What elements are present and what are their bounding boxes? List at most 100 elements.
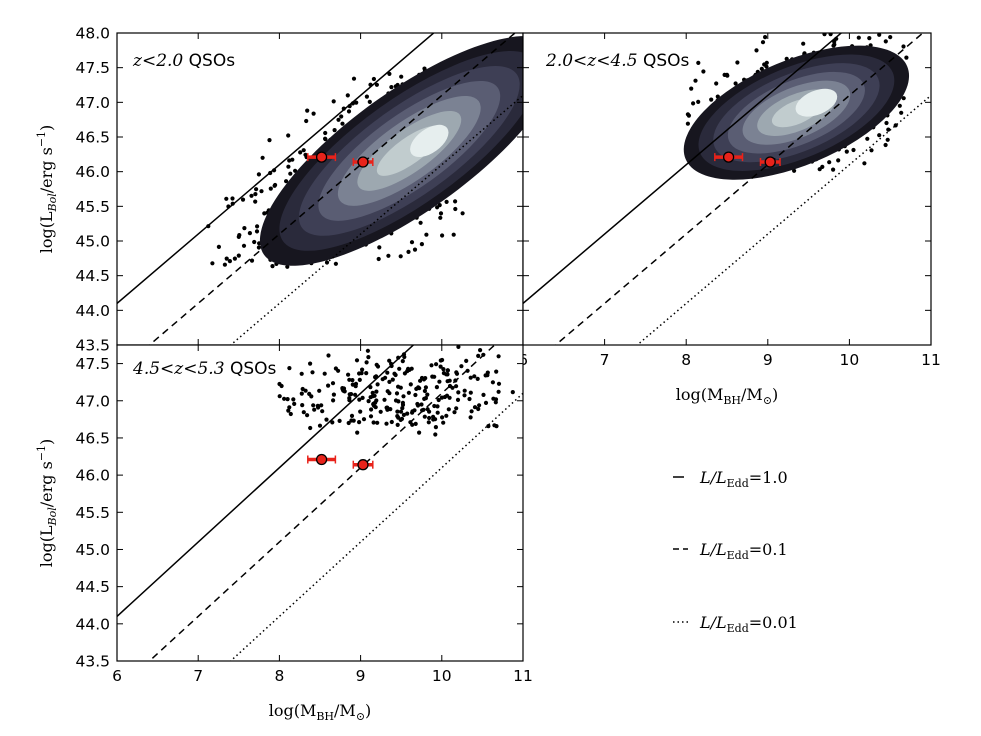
data-point <box>354 358 360 363</box>
data-point <box>312 407 317 412</box>
data-point <box>326 383 331 388</box>
data-point <box>326 353 331 358</box>
highlight-marker <box>315 453 328 466</box>
data-point <box>375 364 381 369</box>
data-point <box>382 397 387 402</box>
data-point <box>468 375 473 380</box>
plot-frame <box>522 32 932 346</box>
data-point <box>462 388 467 393</box>
data-point <box>287 405 292 410</box>
data-point <box>367 99 372 104</box>
data-point <box>357 371 362 376</box>
data-point <box>330 381 336 386</box>
highlight-marker <box>315 151 328 163</box>
eddington-line-solid <box>117 345 415 617</box>
data-point <box>460 211 465 216</box>
data-point <box>333 261 338 266</box>
data-point <box>764 60 769 65</box>
data-point <box>901 96 906 101</box>
data-point <box>360 395 365 400</box>
data-point <box>303 388 308 393</box>
highlight-point-0 <box>714 151 744 163</box>
data-point <box>349 418 354 423</box>
data-point <box>422 414 427 419</box>
data-point <box>430 374 435 379</box>
data-point <box>298 150 303 155</box>
data-point <box>496 389 501 394</box>
highlight-marker <box>764 156 776 168</box>
x-tick-label: 10 <box>840 351 860 369</box>
data-point <box>453 206 458 212</box>
data-point <box>689 86 694 91</box>
data-point <box>293 168 298 173</box>
data-point <box>380 377 385 382</box>
data-point <box>469 409 474 414</box>
data-point <box>323 136 328 141</box>
y-tick-label: 45.5 <box>75 198 110 216</box>
data-point <box>701 69 706 74</box>
data-point <box>441 420 446 425</box>
y-tick-label: 47.0 <box>75 94 110 112</box>
data-point <box>422 388 427 394</box>
data-point <box>435 410 440 415</box>
x-tick-label: 7 <box>600 351 610 369</box>
data-point <box>764 64 769 69</box>
x-tick-label: 7 <box>193 667 203 685</box>
data-point <box>865 136 870 141</box>
eddington-line-dashed <box>148 345 496 661</box>
y-tick-label: 46.0 <box>75 163 110 181</box>
data-point <box>322 371 327 376</box>
data-point <box>347 396 352 401</box>
data-point <box>709 97 714 102</box>
eddington-line-dashed <box>148 33 517 345</box>
data-point <box>247 231 252 236</box>
data-point <box>357 377 362 382</box>
x-tick-label: 9 <box>356 667 366 685</box>
data-point <box>456 345 461 349</box>
data-point <box>410 410 415 415</box>
density-contours <box>259 36 523 266</box>
panel-title: z<2.0 QSOs <box>132 51 235 71</box>
eddington-line-dotted <box>229 392 523 661</box>
data-point <box>685 121 691 126</box>
eddington-line-solid <box>523 33 843 304</box>
data-point <box>832 42 837 47</box>
y-tick-label: 45.5 <box>75 504 110 522</box>
data-point <box>438 358 443 363</box>
data-point <box>440 415 445 420</box>
data-point <box>440 233 445 238</box>
data-point <box>696 60 701 65</box>
data-point <box>869 148 874 153</box>
data-point <box>424 232 429 237</box>
data-point <box>317 388 322 393</box>
data-point <box>305 108 310 113</box>
data-point <box>249 193 254 198</box>
data-point <box>310 370 315 375</box>
data-point <box>256 172 261 177</box>
data-point <box>483 400 489 405</box>
data-point <box>366 399 371 404</box>
data-point <box>820 164 825 169</box>
data-point <box>320 409 325 414</box>
data-point <box>425 392 430 397</box>
data-point <box>346 109 352 114</box>
data-point <box>387 391 392 396</box>
data-point <box>299 371 304 376</box>
data-point <box>496 354 501 359</box>
y-tick-label: 44.5 <box>75 267 110 285</box>
data-point <box>394 391 400 396</box>
data-point <box>395 422 400 427</box>
legend: L/LEdd=1.0 L/LEdd=0.1 L/LEdd=0.01 <box>673 468 798 635</box>
data-point <box>349 413 355 418</box>
data-point <box>886 127 891 132</box>
data-point <box>801 41 806 46</box>
highlight-point-0 <box>307 453 337 466</box>
data-point <box>447 395 452 400</box>
x-tick-label: 11 <box>513 667 533 685</box>
y-tick-label: 44.0 <box>75 615 110 633</box>
data-point <box>311 403 316 408</box>
data-point <box>400 359 405 364</box>
data-point <box>426 420 431 425</box>
data-point <box>301 148 306 153</box>
data-point <box>216 244 221 249</box>
